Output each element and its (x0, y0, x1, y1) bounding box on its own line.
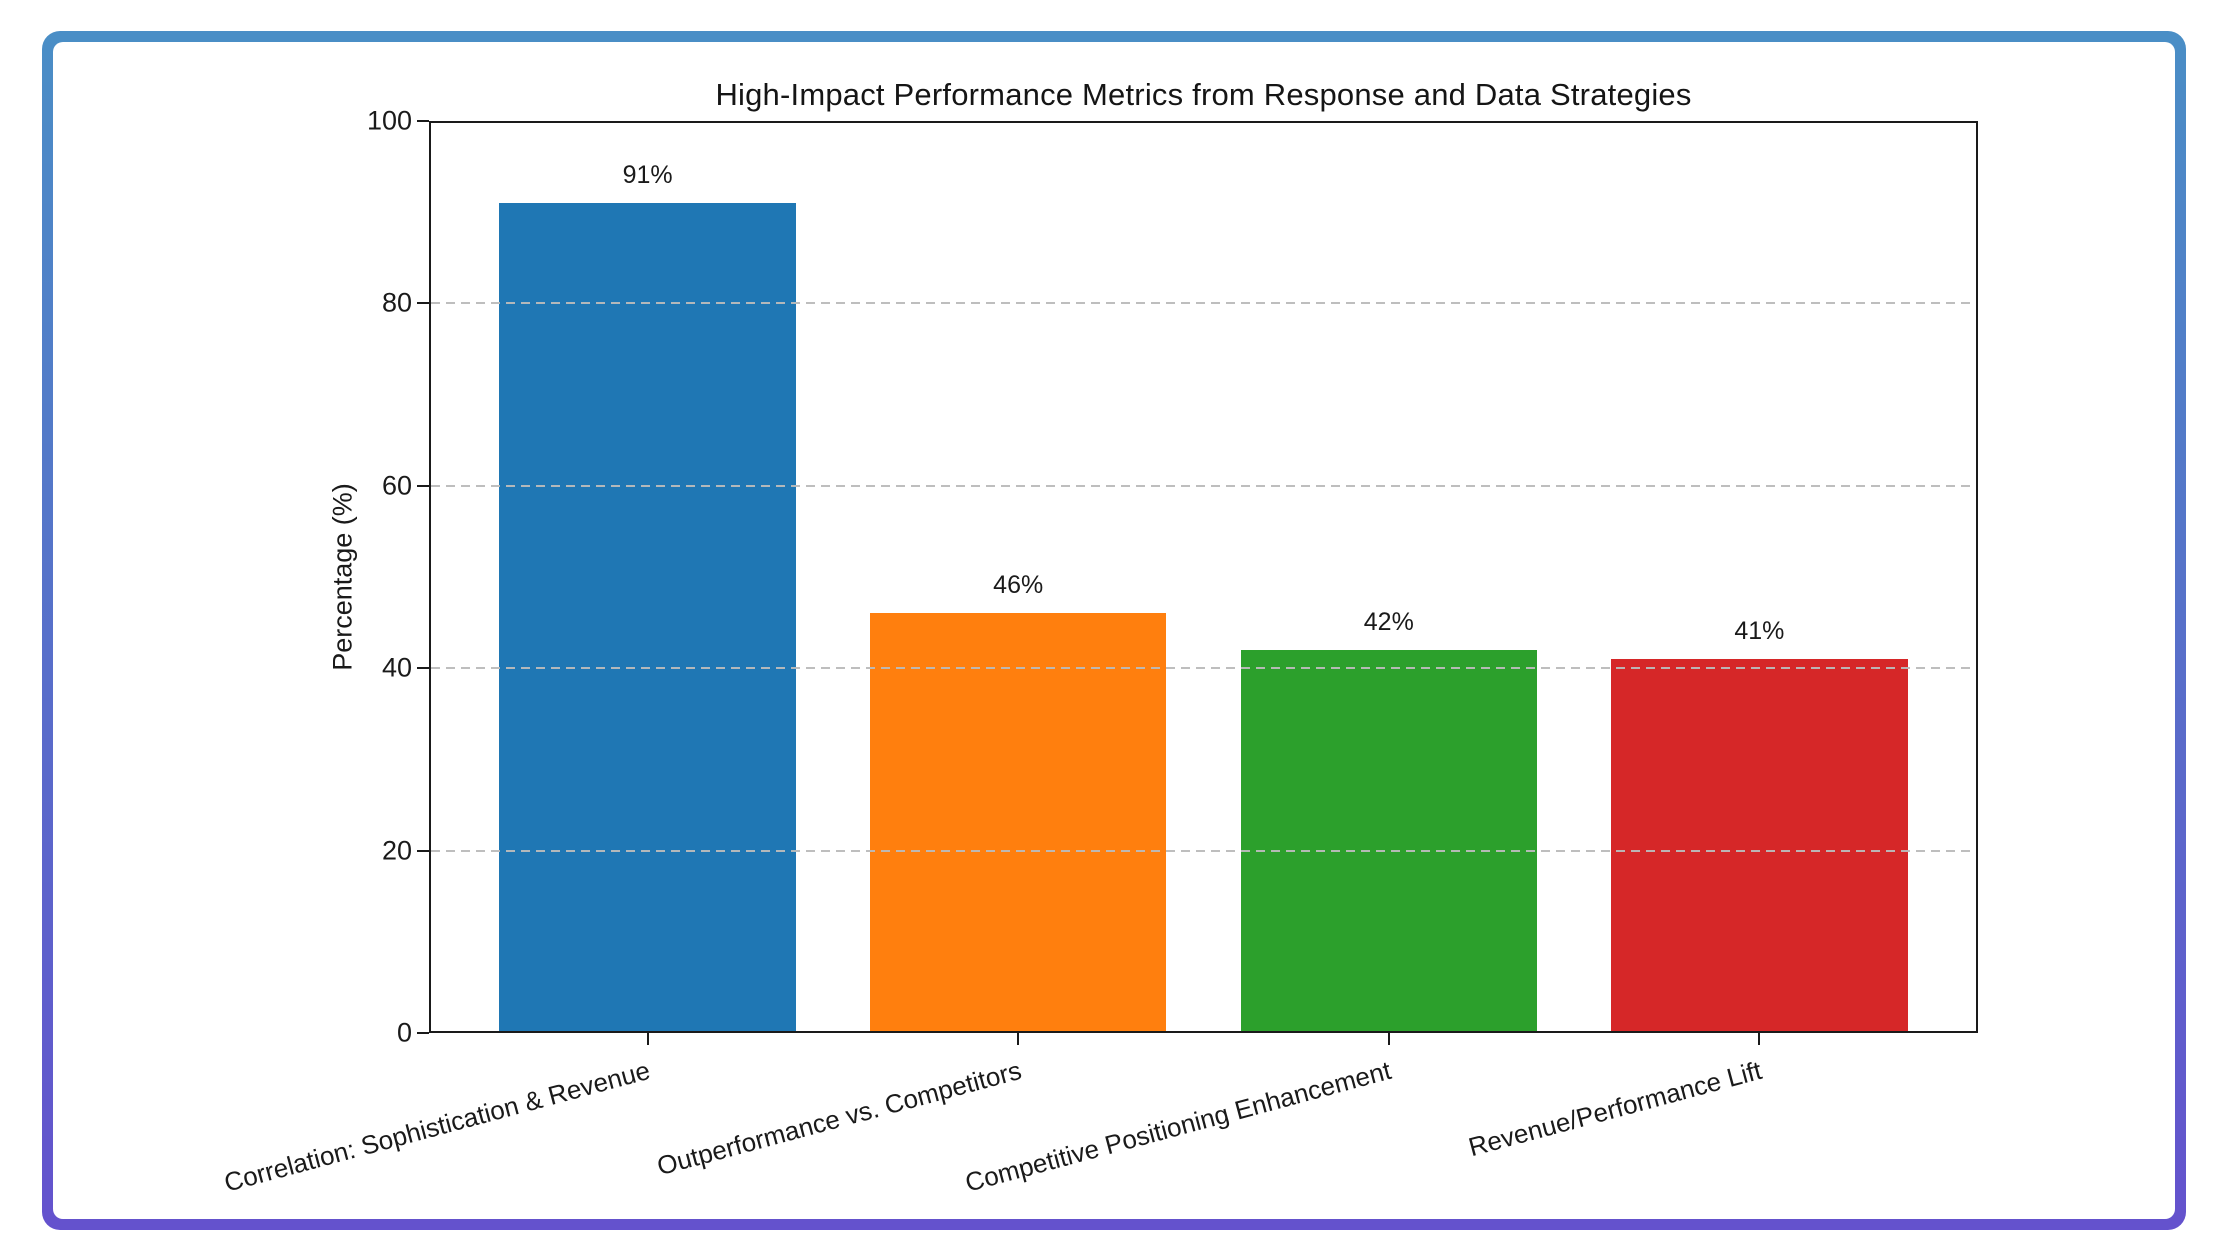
y-tick-label: 60 (381, 470, 412, 501)
x-category-label: Revenue/Performance Lift (1465, 1055, 1766, 1163)
x-tick-mark (646, 1033, 649, 1045)
x-tick-mark (1758, 1033, 1761, 1045)
y-tick-label: 80 (381, 287, 412, 318)
y-tick-label: 40 (381, 652, 412, 683)
y-tick-mark (417, 1032, 429, 1034)
y-tick-mark (417, 120, 429, 122)
bar-3 (1240, 649, 1537, 1033)
y-tick-label: 0 (396, 1017, 412, 1048)
y-tick-mark (417, 302, 429, 305)
y-tick-mark (417, 667, 429, 670)
y-tick-mark (417, 849, 429, 852)
y-axis-label: Percentage (%) (327, 483, 358, 671)
bar-2 (869, 613, 1167, 1033)
bar-4 (1611, 659, 1908, 1033)
gridline-60 (431, 484, 1976, 487)
bar-value-label: 42% (1363, 607, 1414, 636)
x-category-label: Correlation: Sophistication & Revenue (221, 1055, 654, 1198)
bar-value-label: 46% (993, 571, 1044, 600)
bar-1 (499, 203, 796, 1033)
x-tick-mark (1387, 1033, 1390, 1045)
x-category-label: Competitive Positioning Enhancement (962, 1055, 1395, 1198)
bar-value-label: 91% (622, 161, 673, 190)
gridline-40 (431, 667, 1976, 670)
y-tick-label: 100 (366, 105, 412, 136)
y-tick-mark (417, 484, 429, 487)
x-category-label: Outperformance vs. Competitors (653, 1055, 1024, 1182)
x-tick-mark (1017, 1033, 1020, 1045)
gridline-80 (431, 302, 1976, 305)
bar-value-label: 41% (1734, 617, 1785, 646)
y-tick-label: 20 (381, 835, 412, 866)
gridline-20 (431, 849, 1976, 852)
chart-title: High-Impact Performance Metrics from Res… (715, 77, 1692, 112)
